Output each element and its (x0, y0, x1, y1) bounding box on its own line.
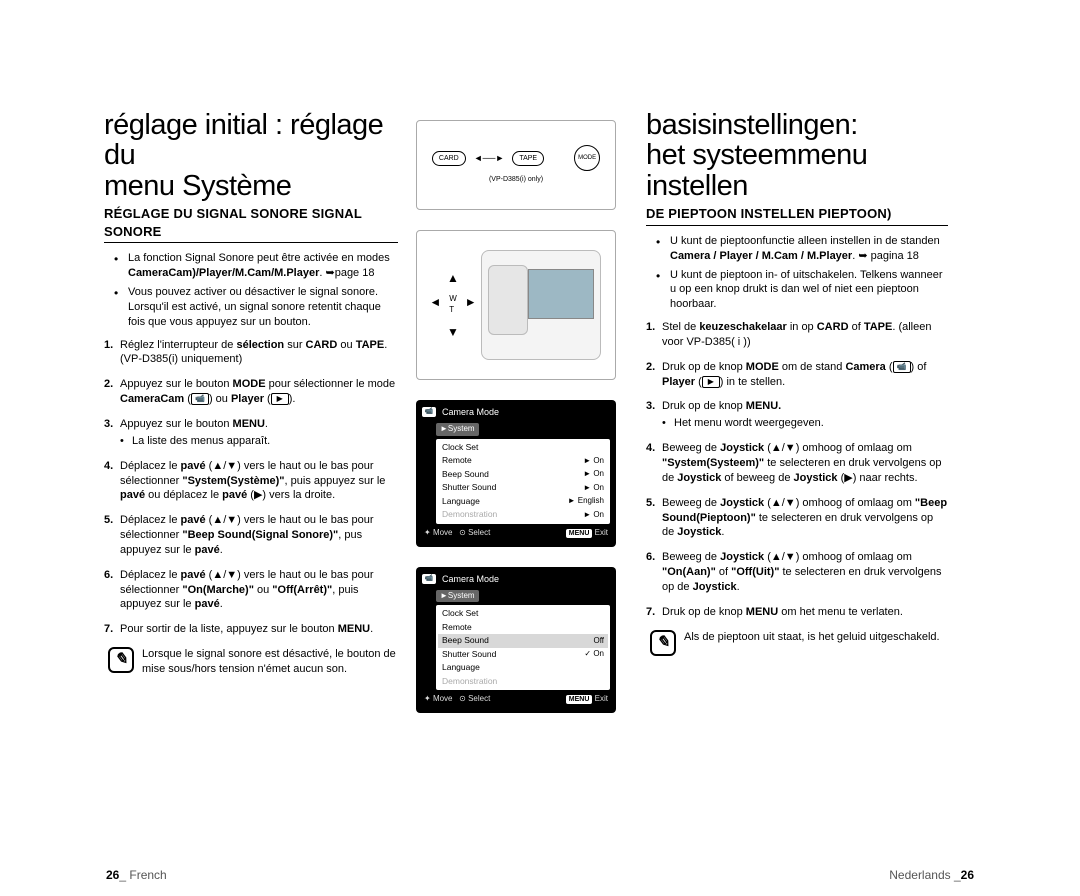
menu-row: Remote► On (438, 454, 608, 467)
step-item: 2.Druk op de knop MODE om de stand Camer… (646, 360, 948, 390)
menu-row: Shutter Sound► On (438, 481, 608, 494)
fig-camcorder: ▲ ◄WT► ▼ (416, 230, 616, 380)
step-item: 1.Réglez l'interrupteur de sélection sur… (104, 338, 398, 368)
left-title: réglage initial : réglage du menu Systèm… (104, 110, 398, 201)
right-title-l2: het systeemmenu instellen (646, 139, 867, 201)
bullet-item: U kunt de pieptoonfunctie alleen instell… (660, 234, 948, 264)
page-num-right: 26 (961, 868, 974, 882)
menu-row: Remote (438, 621, 608, 634)
menu-row: Clock Set (438, 607, 608, 620)
step-item: 6.Beweeg de Joystick (▲/▼) omhoog of oml… (646, 550, 948, 595)
step-item: 6.Déplacez le pavé (▲/▼) vers le haut ou… (104, 568, 398, 613)
step-item: 3.Druk op de knop MENU.Het menu wordt we… (646, 399, 948, 431)
menu2-move: Move (433, 694, 453, 703)
menu-row: Language► English (438, 495, 608, 508)
right-title: basisinstellingen: het systeemmenu inste… (646, 110, 948, 201)
step-item: 5.Déplacez le pavé (▲/▼) vers le haut ou… (104, 513, 398, 558)
left-bullets: La fonction Signal Sonore peut être acti… (104, 251, 398, 329)
lang-left: _ French (119, 868, 166, 882)
fig-menu-1: 📹Camera Mode ►System Clock SetRemote► On… (416, 400, 616, 547)
menu-row: Demonstration► On (438, 508, 608, 521)
left-subtitle: RÉGLAGE DU SIGNAL SONORE SIGNAL SONORE (104, 205, 398, 243)
menu1-select: Select (468, 528, 490, 537)
menu1-move: Move (433, 528, 453, 537)
joystick-arrows: ▲ ◄WT► ▼ (431, 270, 475, 340)
right-title-l1: basisinstellingen: (646, 109, 858, 141)
tape-pill: TAPE (512, 151, 544, 166)
left-title-l2: menu Système (104, 170, 291, 202)
note-icon: ✎ (108, 647, 134, 673)
left-column: réglage initial : réglage du menu Systèm… (96, 110, 406, 713)
right-subtitle: DE PIEPTOON INSTELLEN PIEPTOON) (646, 205, 948, 226)
menu-row: Beep Sound► On (438, 468, 608, 481)
menu2-menu-btn: MENU (566, 695, 593, 704)
camcorder-shape (481, 250, 601, 360)
footer-left: 26_ French (106, 868, 167, 882)
right-steps: 1.Stel de keuzeschakelaar in op CARD of … (646, 320, 948, 620)
page-num-left: 26 (106, 868, 119, 882)
menu2-select: Select (468, 694, 490, 703)
menu-row: Demonstration (438, 675, 608, 688)
menu2-title: Camera Mode (442, 573, 499, 585)
menu-row: Language (438, 661, 608, 674)
left-title-l1: réglage initial : réglage du (104, 109, 383, 171)
fig-menu-2: 📹Camera Mode ►System Clock SetRemoteBeep… (416, 567, 616, 714)
lang-right: Nederlands _ (889, 868, 960, 882)
left-note-text: Lorsque le signal sonore est désactivé, … (142, 647, 398, 677)
step-item: 1.Stel de keuzeschakelaar in op CARD of … (646, 320, 948, 350)
right-column: basisinstellingen: het systeemmenu inste… (626, 110, 956, 713)
step-item: 4.Beweeg de Joystick (▲/▼) omhoog of oml… (646, 441, 948, 486)
card-pill: CARD (432, 151, 466, 166)
menu1-list: Clock SetRemote► OnBeep Sound► OnShutter… (436, 439, 610, 524)
menu1-system: ►System (436, 423, 479, 436)
menu1-title: Camera Mode (442, 406, 499, 418)
step-item: 5.Beweeg de Joystick (▲/▼) omhoog of oml… (646, 496, 948, 541)
menu1-exit: Exit (595, 528, 608, 537)
figures-column: CARD ◄──► TAPE MODE (VP-D385(i) only) ▲ … (406, 110, 626, 713)
menu2-exit: Exit (595, 694, 608, 703)
bullet-item: La fonction Signal Sonore peut être acti… (118, 251, 398, 281)
step-item: 3.Appuyez sur le bouton MENU.La liste de… (104, 417, 398, 449)
bullet-item: U kunt de pieptoon in- of uitschakelen. … (660, 268, 948, 313)
right-note-text: Als de pieptoon uit staat, is het geluid… (684, 630, 940, 645)
menu-row: Shutter Sound✓ On (438, 648, 608, 661)
right-bullets: U kunt de pieptoonfunctie alleen instell… (646, 234, 948, 312)
footer-right: Nederlands _26 (889, 868, 974, 882)
step-item: 7.Druk op de knop MENU om het menu te ve… (646, 605, 948, 620)
menu2-list: Clock SetRemoteBeep Sound OffShutter Sou… (436, 605, 610, 690)
menu-row: Clock Set (438, 441, 608, 454)
fig-mode-selector: CARD ◄──► TAPE MODE (VP-D385(i) only) (416, 120, 616, 210)
note-icon: ✎ (650, 630, 676, 656)
menu-row: Beep Sound Off (438, 634, 608, 647)
left-steps: 1.Réglez l'interrupteur de sélection sur… (104, 338, 398, 638)
menu1-menu-btn: MENU (566, 529, 593, 538)
right-note: ✎ Als de pieptoon uit staat, is het gelu… (646, 630, 948, 656)
step-item: 7.Pour sortir de la liste, appuyez sur l… (104, 622, 398, 637)
menu2-system: ►System (436, 590, 479, 603)
step-item: 4.Déplacez le pavé (▲/▼) vers le haut ou… (104, 459, 398, 504)
bullet-item: Vous pouvez activer ou désactiver le sig… (118, 285, 398, 330)
fig-top-sub: (VP-D385(i) only) (489, 175, 543, 184)
left-note: ✎ Lorsque le signal sonore est désactivé… (104, 647, 398, 677)
mode-circle: MODE (574, 145, 600, 171)
step-item: 2.Appuyez sur le bouton MODE pour sélect… (104, 377, 398, 407)
